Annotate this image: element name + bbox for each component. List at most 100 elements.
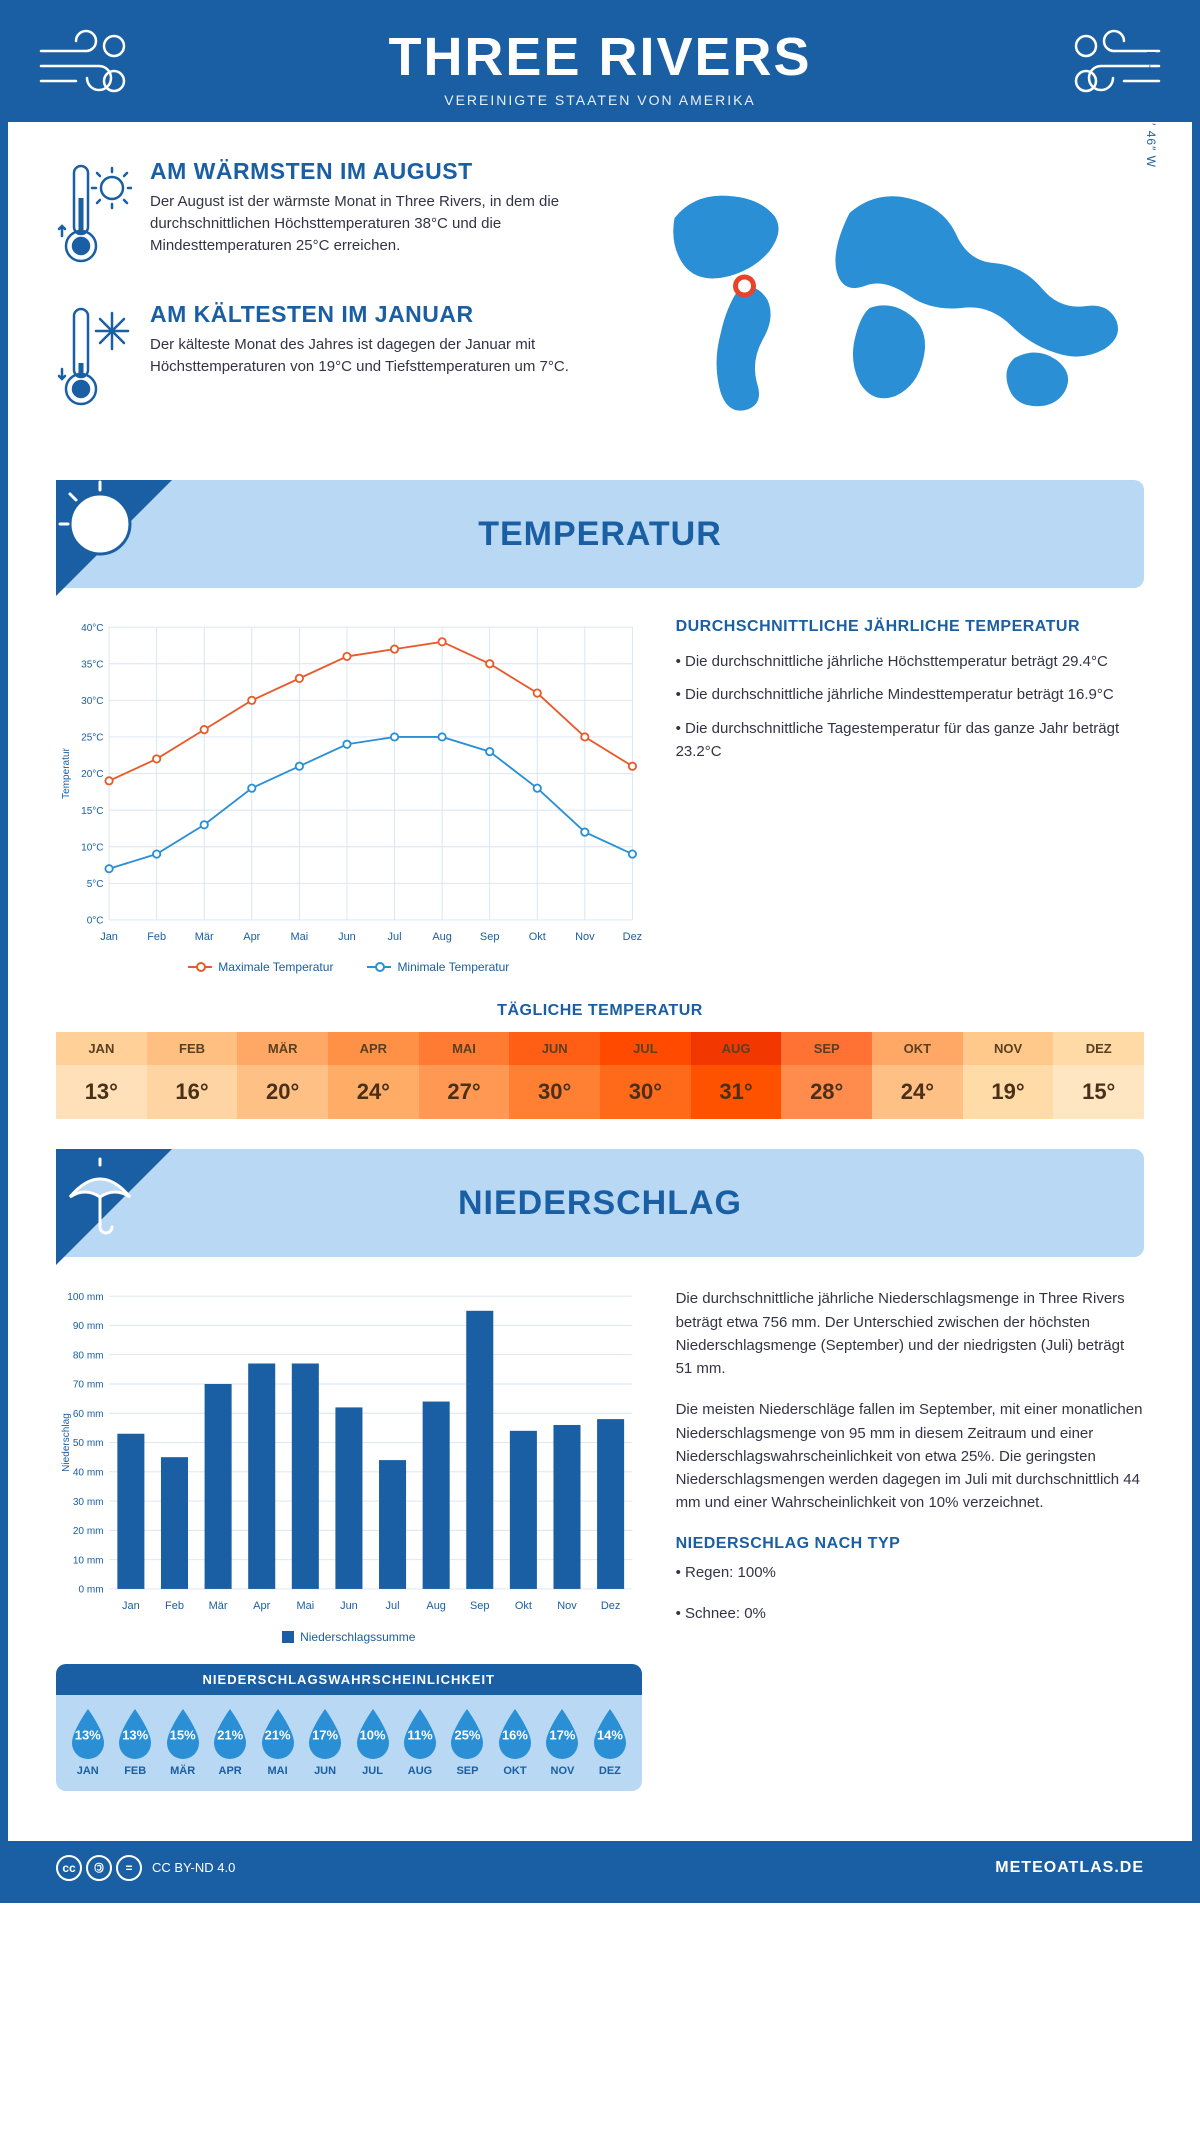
svg-text:Jan: Jan — [100, 931, 118, 943]
prob-cell: 14% DEZ — [586, 1707, 633, 1777]
drop-icon: 13% — [66, 1707, 110, 1761]
svg-text:Nov: Nov — [557, 1600, 577, 1612]
drop-icon: 11% — [398, 1707, 442, 1761]
temp-cell: JAN 13° — [56, 1032, 147, 1119]
fact-warm-text: Der August ist der wärmste Monat in Thre… — [150, 191, 601, 256]
temperature-chart: 0°C5°C10°C15°C20°C25°C30°C35°C40°CJanFeb… — [56, 618, 642, 974]
world-map — [625, 158, 1144, 438]
prob-cell: 17% NOV — [539, 1707, 586, 1777]
svg-text:0 mm: 0 mm — [78, 1585, 103, 1596]
svg-text:30°C: 30°C — [81, 696, 103, 707]
drop-icon: 13% — [113, 1707, 157, 1761]
fact-warmest: AM WÄRMSTEN IM AUGUST Der August ist der… — [56, 158, 601, 273]
precip-probability-box: NIEDERSCHLAGSWAHRSCHEINLICHKEIT 13% JAN … — [56, 1664, 642, 1791]
svg-text:Jul: Jul — [388, 931, 402, 943]
prob-cell: 11% AUG — [396, 1707, 443, 1777]
svg-text:Jun: Jun — [338, 931, 356, 943]
precip-summary: Die durchschnittliche jährliche Niedersc… — [676, 1287, 1144, 1790]
prob-cell: 10% JUL — [349, 1707, 396, 1777]
temp-cell: MAI 27° — [419, 1032, 510, 1119]
cc-icons: cc🄯= — [56, 1855, 142, 1881]
prob-cell: 21% MAI — [254, 1707, 301, 1777]
svg-text:Dez: Dez — [623, 931, 642, 943]
prob-cell: 13% FEB — [111, 1707, 158, 1777]
temp-cell: NOV 19° — [963, 1032, 1054, 1119]
svg-text:Mai: Mai — [296, 1600, 314, 1612]
temp-summary: DURCHSCHNITTLICHE JÄHRLICHE TEMPERATUR •… — [676, 618, 1144, 974]
svg-text:40 mm: 40 mm — [73, 1468, 104, 1479]
svg-text:Mai: Mai — [291, 931, 309, 943]
svg-text:Jan: Jan — [122, 1600, 140, 1612]
coordinates: TEXAS 28° 28′ 11″ N — 98° 10′ 46″ W — [1144, 0, 1158, 168]
svg-text:70 mm: 70 mm — [73, 1380, 104, 1391]
footer: cc🄯= CC BY-ND 4.0 METEOATLAS.DE — [8, 1841, 1192, 1895]
header: THREE RIVERS VEREINIGTE STAATEN VON AMER… — [8, 8, 1192, 122]
svg-text:Okt: Okt — [515, 1600, 532, 1612]
temp-cell: MÄR 20° — [237, 1032, 328, 1119]
fact-cold-title: AM KÄLTESTEN IM JANUAR — [150, 301, 601, 328]
drop-icon: 15% — [161, 1707, 205, 1761]
svg-text:Aug: Aug — [426, 1600, 446, 1612]
thermometer-cold-icon — [56, 301, 132, 416]
prob-cell: 25% SEP — [444, 1707, 491, 1777]
precip-legend: Niederschlagssumme — [56, 1630, 642, 1644]
temp-summary-title: DURCHSCHNITTLICHE JÄHRLICHE TEMPERATUR — [676, 618, 1144, 636]
svg-text:Sep: Sep — [480, 931, 500, 943]
daily-temp-table: JAN 13° FEB 16° MÄR 20° APR 24° MAI 27° … — [56, 1032, 1144, 1119]
svg-text:50 mm: 50 mm — [73, 1439, 104, 1450]
svg-text:Mär: Mär — [195, 931, 214, 943]
svg-text:Jun: Jun — [340, 1600, 358, 1612]
drop-icon: 14% — [588, 1707, 632, 1761]
fact-cold-text: Der kälteste Monat des Jahres ist dagege… — [150, 334, 601, 378]
drop-icon: 21% — [208, 1707, 252, 1761]
svg-text:80 mm: 80 mm — [73, 1351, 104, 1362]
daily-temp-label: TÄGLICHE TEMPERATUR — [8, 1002, 1192, 1020]
temp-legend: Maximale Temperatur Minimale Temperatur — [56, 960, 642, 974]
temp-cell: SEP 28° — [781, 1032, 872, 1119]
precip-section-header: NIEDERSCHLAG — [56, 1149, 1144, 1257]
location-marker — [735, 277, 753, 295]
svg-text:35°C: 35°C — [81, 659, 103, 670]
svg-text:60 mm: 60 mm — [73, 1409, 104, 1420]
prob-cell: 13% JAN — [64, 1707, 111, 1777]
precip-chart: 0 mm 10 mm 20 mm 30 mm 40 mm 50 mm 60 mm 70 mm 8… — [56, 1287, 642, 1616]
svg-text:Mär: Mär — [209, 1600, 228, 1612]
prob-cell: 16% OKT — [491, 1707, 538, 1777]
svg-text:20 mm: 20 mm — [73, 1526, 104, 1537]
fact-warm-title: AM WÄRMSTEN IM AUGUST — [150, 158, 601, 185]
intro-section: AM WÄRMSTEN IM AUGUST Der August ist der… — [8, 122, 1192, 464]
license-text: CC BY-ND 4.0 — [152, 1860, 235, 1875]
svg-text:Feb: Feb — [147, 931, 166, 943]
drop-icon: 17% — [540, 1707, 584, 1761]
page-title: THREE RIVERS — [8, 26, 1192, 88]
svg-text:5°C: 5°C — [87, 879, 104, 890]
svg-text:100 mm: 100 mm — [67, 1292, 103, 1303]
svg-text:10 mm: 10 mm — [73, 1556, 104, 1567]
fact-coldest: AM KÄLTESTEN IM JANUAR Der kälteste Mona… — [56, 301, 601, 416]
svg-text:25°C: 25°C — [81, 733, 103, 744]
prob-cell: 21% APR — [206, 1707, 253, 1777]
svg-text:Okt: Okt — [529, 931, 546, 943]
svg-text:10°C: 10°C — [81, 842, 103, 853]
prob-cell: 15% MÄR — [159, 1707, 206, 1777]
drop-icon: 25% — [445, 1707, 489, 1761]
temp-cell: FEB 16° — [147, 1032, 238, 1119]
svg-text:Temperatur: Temperatur — [61, 747, 72, 798]
svg-text:0°C: 0°C — [87, 916, 104, 927]
thermometer-hot-icon — [56, 158, 132, 273]
svg-text:30 mm: 30 mm — [73, 1497, 104, 1508]
drop-icon: 17% — [303, 1707, 347, 1761]
temp-title: TEMPERATUR — [478, 515, 722, 554]
sun-icon — [52, 476, 172, 596]
temp-cell: OKT 24° — [872, 1032, 963, 1119]
svg-text:15°C: 15°C — [81, 806, 103, 817]
svg-text:Apr: Apr — [243, 931, 260, 943]
svg-text:Sep: Sep — [470, 1600, 490, 1612]
svg-text:Dez: Dez — [601, 1600, 621, 1612]
svg-text:Aug: Aug — [432, 931, 452, 943]
svg-text:Feb: Feb — [165, 1600, 184, 1612]
drop-icon: 21% — [256, 1707, 300, 1761]
temp-cell: APR 24° — [328, 1032, 419, 1119]
prob-cell: 17% JUN — [301, 1707, 348, 1777]
drop-icon: 16% — [493, 1707, 537, 1761]
